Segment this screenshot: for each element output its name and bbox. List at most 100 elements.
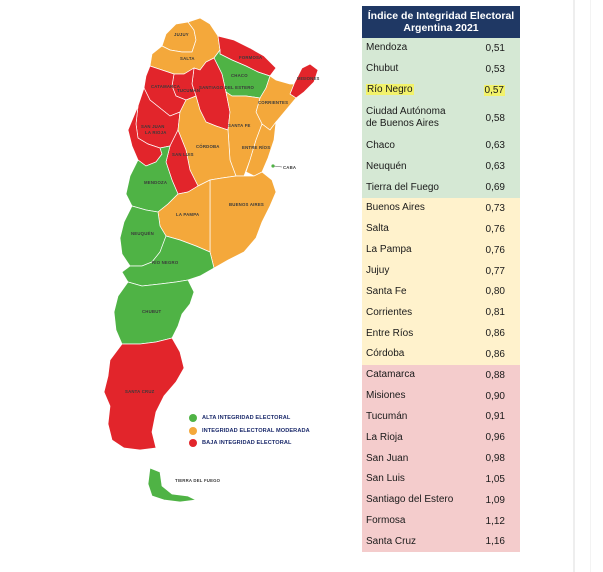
label-misiones: MISIONES [297, 76, 320, 81]
index-value: 0,86 [485, 328, 505, 340]
province-name: Córdoba [366, 348, 405, 360]
index-value: 1,12 [485, 515, 505, 527]
table-row: Santa Cruz 1,16 [362, 531, 520, 553]
table-row: Formosa 1,12 [362, 510, 520, 532]
province-name: Formosa [366, 515, 406, 527]
province-name: La Pampa [366, 244, 412, 256]
province-name: Catamarca [366, 369, 415, 381]
label-lapampa: LA PAMPA [176, 212, 199, 217]
province-name: Tierra del Fuego [366, 181, 439, 193]
map-legend: ALTA INTEGRIDAD ELECTORAL INTEGRIDAD ELE… [189, 412, 310, 450]
index-value: 0,88 [485, 369, 505, 381]
table-row: Chubut 0,53 [362, 58, 520, 80]
label-corrientes: CORRIENTES [258, 100, 288, 105]
province-name: Tucumán [366, 410, 408, 422]
label-caba: CABA [283, 165, 296, 170]
map-svg: JUJUY SALTA CHACO FORMOSA MISIONES CORRI… [103, 17, 320, 503]
index-value: 0,63 [485, 140, 505, 152]
province-santacruz [103, 337, 185, 451]
table-row: Salta 0,76 [362, 218, 520, 240]
label-salta: SALTA [180, 56, 195, 61]
province-buenosaires [209, 171, 277, 269]
label-jujuy: JUJUY [174, 32, 189, 37]
caba-leader [273, 165, 283, 168]
label-tucuman: TUCUMÁN [177, 88, 200, 93]
province-jujuy [161, 21, 197, 53]
province-name: San Luis [366, 473, 405, 485]
table-row: Catamarca 0,88 [362, 364, 520, 386]
legend-item-baja: BAJA INTEGRIDAD ELECTORAL [189, 437, 310, 449]
province-name: Santa Fe [366, 285, 407, 297]
table-row: San Juan 0,98 [362, 448, 520, 470]
table-row: Tierra del Fuego 0,69 [362, 177, 520, 199]
legend-item-moderada: INTEGRIDAD ELECTORAL MODERADA [189, 425, 310, 437]
label-formosa: FORMOSA [239, 55, 262, 60]
province-name: Neuquén [366, 160, 407, 172]
index-value: 0,86 [485, 348, 505, 360]
index-value: 0,81 [485, 307, 505, 319]
index-value: 0,76 [485, 223, 505, 235]
index-value: 0,77 [485, 265, 505, 277]
index-value: 0,80 [485, 286, 505, 298]
label-catamarca: CATAMARCA [151, 84, 180, 89]
table-row: San Luis 1,05 [362, 469, 520, 490]
province-name: Buenos Aires [366, 202, 425, 214]
legend-label-moderada: INTEGRIDAD ELECTORAL MODERADA [202, 427, 310, 434]
legend-item-alta: ALTA INTEGRIDAD ELECTORAL [189, 412, 310, 424]
index-value: 0,96 [485, 432, 505, 444]
index-value: 0,58 [485, 112, 505, 124]
label-mendoza: MENDOZA [144, 180, 167, 185]
table-row: Corrientes 0,81 [362, 302, 520, 324]
province-name: La Rioja [366, 431, 403, 443]
legend-label-alta: ALTA INTEGRIDAD ELECTORAL [202, 415, 291, 421]
table-row: Misiones 0,90 [362, 385, 520, 407]
province-name: Mendoza [366, 42, 408, 54]
index-value: 1,16 [485, 536, 505, 548]
table-body: Mendoza 0,51 Chubut 0,53 Río Negro 0,57 Ciudad… [362, 38, 520, 553]
index-value: 1,05 [485, 473, 505, 485]
table-row: Buenos Aires 0,73 [362, 198, 520, 219]
table-row: Tucumán 0,91 [362, 406, 520, 428]
label-buenosaires: BUENOS AIRES [229, 202, 264, 207]
province-mendoza [125, 145, 179, 213]
province-name: Corrientes [366, 306, 413, 318]
table-row: Ciudad Autónoma de Buenos Aires 0,58 [362, 100, 520, 136]
table-row: Santiago del Estero 1,09 [362, 489, 520, 511]
province-name: Misiones [366, 390, 406, 402]
label-santafe: SANTA FE [228, 123, 251, 128]
label-larioja: LA RIOJA [145, 130, 167, 135]
label-chubut: CHUBUT [142, 309, 162, 314]
legend-label-baja: BAJA INTEGRIDAD ELECTORAL [202, 440, 292, 446]
label-tierradelfuego: TIERRA DEL FUEGO [175, 478, 221, 483]
province-misiones [289, 63, 319, 99]
label-cordoba: CÓRDOBA [196, 144, 220, 149]
table-row: Chaco 0,63 [362, 135, 520, 157]
table-row: Río Negro 0,57 [362, 79, 520, 101]
table-row: Neuquén 0,63 [362, 156, 520, 178]
legend-dot-baja [189, 439, 197, 447]
argentina-map: JUJUY SALTA CHACO FORMOSA MISIONES CORRI… [103, 17, 320, 503]
label-santacruz: SANTA CRUZ [125, 389, 155, 394]
province-name: Chubut [366, 63, 399, 75]
province-name: Santiago del Estero [366, 494, 454, 506]
table-title: Índice de Integridad Electoral Argentina… [362, 6, 520, 38]
index-value: 0,90 [485, 390, 505, 402]
table-row: La Rioja 0,96 [362, 427, 520, 449]
label-sanjuan: SAN JUAN [141, 124, 165, 129]
index-value: 0,51 [485, 42, 505, 54]
label-chaco: CHACO [231, 73, 248, 78]
province-name: Jujuy [366, 265, 390, 277]
table-row: Santa Fe 0,80 [362, 281, 520, 303]
table-row: La Pampa 0,76 [362, 239, 520, 261]
index-value: 1,09 [485, 494, 505, 506]
province-name: Ciudad Autónoma de Buenos Aires [366, 106, 446, 130]
province-chubut [113, 279, 195, 345]
index-value: 0,73 [485, 202, 505, 214]
legend-dot-moderada [189, 426, 197, 435]
index-value: 0,57 [483, 84, 505, 96]
province-name: Río Negro [366, 84, 414, 96]
province-name: Entre Ríos [366, 327, 414, 339]
province-name: San Juan [366, 452, 409, 464]
index-value: 0,76 [485, 244, 505, 256]
province-name: Santa Cruz [366, 535, 417, 547]
